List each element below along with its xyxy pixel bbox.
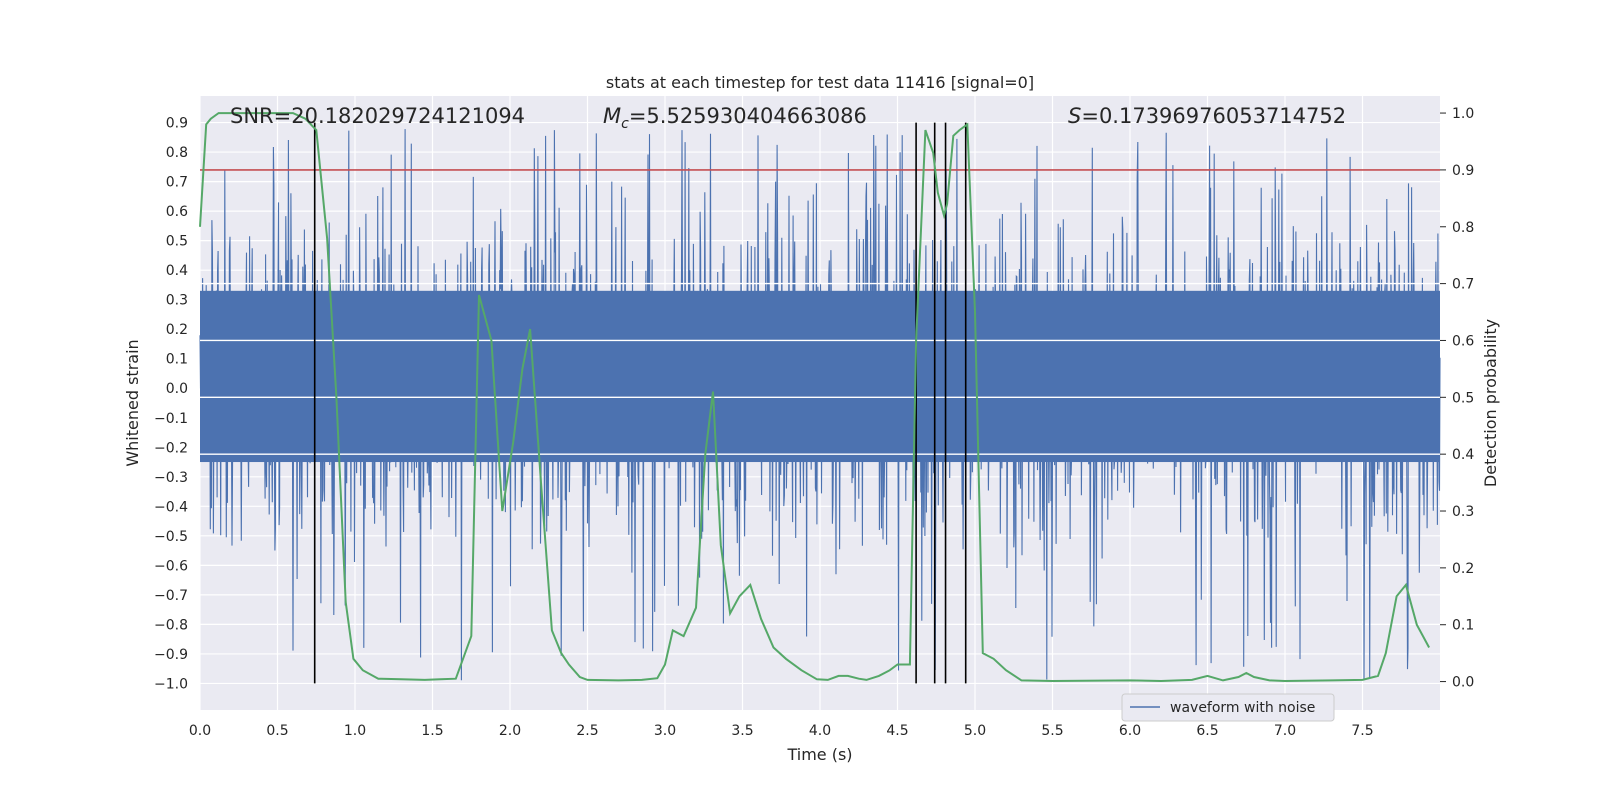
y2-tick-label: 0.0: [1452, 675, 1474, 691]
chirp-mass-annotation: Mc=5.525930404663086: [603, 104, 867, 132]
y-tick-label: −0.1: [154, 411, 188, 427]
x-tick-label: 7.0: [1274, 723, 1296, 739]
y-tick-label: −0.8: [154, 617, 188, 633]
x-tick-label: 6.5: [1196, 723, 1218, 739]
y-tick-label: 0.4: [166, 263, 188, 279]
waveform-core-band: [200, 290, 1440, 463]
y2-tick-label: 0.9: [1452, 163, 1474, 179]
probability-series: [199, 112, 1430, 683]
chirp-mass-value: =5.525930404663086: [629, 104, 867, 128]
detection-marker-layer: [313, 122, 967, 684]
y2-tick-label: 0.6: [1452, 333, 1474, 349]
y2-tick-label: 0.3: [1452, 504, 1474, 520]
y2-tick-label: 0.5: [1452, 390, 1474, 406]
y-tick-label: −0.4: [154, 499, 188, 515]
x-tick-label: 5.0: [964, 723, 986, 739]
x-tick-label: 2.5: [576, 723, 598, 739]
x-tick-label: 3.5: [731, 723, 753, 739]
y-tick-labels: 0.9 0.8 0.7 0.6 0.5 0.4 0.3 0.2 0.1 0.0 −0.1 −0.2 −0…: [154, 116, 188, 693]
y-tick-label: −0.5: [154, 529, 188, 545]
legend: waveform with noise: [1121, 693, 1335, 722]
x-tick-label: 6.0: [1119, 723, 1141, 739]
y-axis-title: Whitened strain: [123, 339, 142, 466]
x-axis-title: Time (s): [786, 745, 852, 764]
y-tick-label: 0.7: [166, 175, 188, 191]
x-tick-label: 3.0: [654, 723, 676, 739]
x-tick-label: 7.5: [1351, 723, 1373, 739]
y-tick-label: 0.1: [166, 352, 188, 368]
x-tick-label: 2.0: [499, 723, 521, 739]
y-tick-label: −1.0: [154, 676, 188, 692]
chirp-mass-subscript: c: [621, 116, 629, 132]
y-tick-label: −0.7: [154, 588, 188, 604]
y-tick-label: −0.9: [154, 647, 188, 663]
y-tick-label: −0.2: [154, 440, 188, 456]
y-tick-label: 0.8: [166, 145, 188, 161]
legend-box: [1121, 693, 1335, 722]
chirp-mass-symbol: M: [603, 104, 621, 128]
y-tick-label: 0.2: [166, 322, 188, 338]
y-tick-label: 0.5: [166, 234, 188, 250]
probability-line: [199, 112, 1430, 683]
legend-label: waveform with noise: [1170, 700, 1315, 716]
x-tick-label: 4.5: [886, 723, 908, 739]
x-tick-label: 4.0: [809, 723, 831, 739]
x-tick-label: 1.5: [421, 723, 443, 739]
y-tick-label: 0.3: [166, 293, 188, 309]
y-tick-label: −0.6: [154, 558, 188, 574]
y2-tick-label: 0.1: [1452, 618, 1474, 634]
x-tick-labels: 0.0 0.5 1.0 1.5 2.0 2.5 3.0 3.5 4.0 4.5 5.0 5.5 6.0 6…: [189, 723, 1374, 739]
x-tick-label: 0.5: [266, 723, 288, 739]
s-value: =0.17396976053714752: [1081, 104, 1346, 128]
y2-tick-labels: 0.0 0.1 0.2 0.3 0.4 0.5 0.6 0.7 0.8 0.9 1.0: [1440, 106, 1474, 691]
chart-title: stats at each timestep for test data 114…: [606, 73, 1034, 92]
x-tick-label: 5.5: [1041, 723, 1063, 739]
y2-axis-title: Detection probability: [1481, 319, 1500, 487]
snr-annotation: SNR=20.182029724121094: [230, 104, 525, 128]
s-annotation: S=0.17396976053714752: [1068, 104, 1346, 128]
waveform-series: [199, 129, 1441, 681]
s-symbol: S: [1068, 104, 1081, 128]
y-tick-label: −0.3: [154, 470, 188, 486]
y2-tick-label: 0.2: [1452, 561, 1474, 577]
strain-gridline-overlay: [200, 282, 1440, 455]
y2-tick-label: 1.0: [1452, 106, 1474, 122]
x-tick-label: 1.0: [344, 723, 366, 739]
y2-tick-label: 0.4: [1452, 447, 1474, 463]
y-tick-label: 0.9: [166, 116, 188, 132]
y2-tick-label: 0.7: [1452, 277, 1474, 293]
y-tick-label: 0.0: [166, 381, 188, 397]
x-tick-label: 0.0: [189, 723, 211, 739]
y2-tick-label: 0.8: [1452, 220, 1474, 236]
y-tick-label: 0.6: [166, 204, 188, 220]
